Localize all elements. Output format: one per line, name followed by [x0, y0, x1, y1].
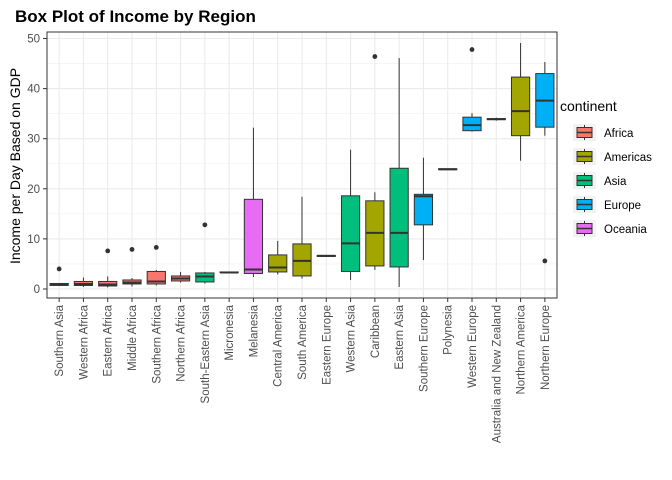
box-northern-europe: [535, 62, 555, 264]
box-western-africa: [73, 277, 94, 287]
box-iqr: [195, 272, 215, 283]
legend-item-americas: Americas: [573, 148, 652, 165]
x-tick-label: Australia and New Zealand: [491, 305, 503, 443]
legend-item-oceania: Oceania: [573, 220, 647, 237]
x-tick-label: Melanesia: [248, 304, 260, 357]
box-polynesia: [438, 168, 458, 171]
y-axis: 0 10 20 30 40 50: [27, 34, 47, 296]
x-tick-label: Western Asia: [346, 304, 358, 372]
legend-title: continent: [560, 98, 617, 114]
x-tick-label: South-Eastern Asia: [200, 304, 212, 403]
x-tick-label: Polynesia: [443, 304, 455, 354]
box-iqr: [268, 254, 288, 273]
box-australia-and-new-zealand: [486, 117, 506, 121]
outlier-point: [129, 247, 135, 252]
box-iqr: [292, 243, 312, 277]
box-south-eastern-asia: [195, 222, 215, 284]
outlier-point: [105, 248, 111, 254]
legend-label: Americas: [604, 152, 652, 164]
x-tick-label: Eastern Asia: [394, 304, 406, 369]
x-tick-label: South America: [297, 304, 309, 379]
y-axis-title: Income per Day Based on GDP: [7, 68, 23, 264]
x-tick-label: Southern Asia: [54, 304, 66, 376]
legend-label: Oceania: [604, 224, 647, 236]
box-eastern-asia: [389, 58, 409, 287]
x-tick-label: Micronesia: [224, 304, 236, 360]
box-central-america: [268, 240, 288, 275]
box-iqr: [389, 167, 409, 268]
legend-item-europe: Europe: [573, 196, 641, 213]
x-tick-label: Caribbean: [370, 305, 382, 358]
box-iqr: [340, 195, 361, 272]
x-tick-label: Southern Europe: [418, 305, 430, 392]
box-caribbean: [365, 54, 385, 270]
chart-title: Box Plot of Income by Region: [15, 7, 256, 26]
box-western-europe: [462, 47, 482, 132]
x-tick-label: Eastern Europe: [321, 305, 333, 385]
box-south-america: [292, 196, 312, 279]
y-tick-label: 50: [27, 34, 40, 46]
box-micronesia: [219, 271, 239, 274]
box-iqr: [413, 193, 434, 226]
x-tick-label: Northern America: [516, 304, 528, 394]
x-tick-label: Central America: [273, 304, 285, 386]
box-iqr: [510, 76, 531, 137]
box-middle-africa: [122, 247, 142, 287]
box-eastern-africa: [98, 248, 118, 288]
x-tick-label: Middle Africa: [127, 304, 139, 370]
legend-item-asia: Asia: [573, 172, 627, 189]
box-northern-africa: [170, 271, 191, 283]
box-northern-america: [510, 43, 531, 161]
box-southern-africa: [146, 245, 166, 286]
y-tick-label: 30: [27, 134, 40, 146]
box-melanesia: [243, 127, 264, 277]
x-axis: Southern Asia Western Africa Eastern Afric…: [54, 298, 552, 443]
box-southern-asia: [49, 266, 69, 286]
y-tick-label: 10: [27, 234, 40, 246]
boxes-layer: [49, 43, 555, 288]
x-tick-label: Western Europe: [467, 305, 479, 388]
outlier-point: [202, 222, 208, 228]
x-tick-label: Northern Africa: [176, 304, 188, 381]
x-tick-label: Eastern Africa: [103, 304, 115, 376]
outlier-point: [372, 54, 378, 59]
legend: continent Africa Americas Asia Europe Oceani…: [560, 98, 652, 237]
box-iqr: [243, 198, 264, 274]
x-tick-label: Southern Africa: [151, 304, 163, 383]
box-iqr: [462, 116, 482, 132]
outlier-point: [56, 266, 62, 272]
outlier-point: [469, 47, 475, 52]
y-tick-label: 20: [27, 184, 40, 196]
box-southern-europe: [413, 157, 434, 260]
legend-label: Africa: [604, 128, 634, 140]
box-western-asia: [340, 149, 361, 280]
outlier-point: [153, 245, 159, 250]
x-tick-label: Western Africa: [78, 304, 90, 379]
y-tick-label: 40: [27, 84, 40, 96]
legend-label: Asia: [604, 176, 627, 188]
legend-item-africa: Africa: [573, 124, 634, 141]
y-tick-label: 0: [34, 284, 40, 296]
box-eastern-europe: [316, 254, 336, 257]
x-tick-label: Northern Europe: [540, 305, 552, 390]
outlier-point: [542, 258, 548, 264]
legend-label: Europe: [604, 200, 641, 212]
